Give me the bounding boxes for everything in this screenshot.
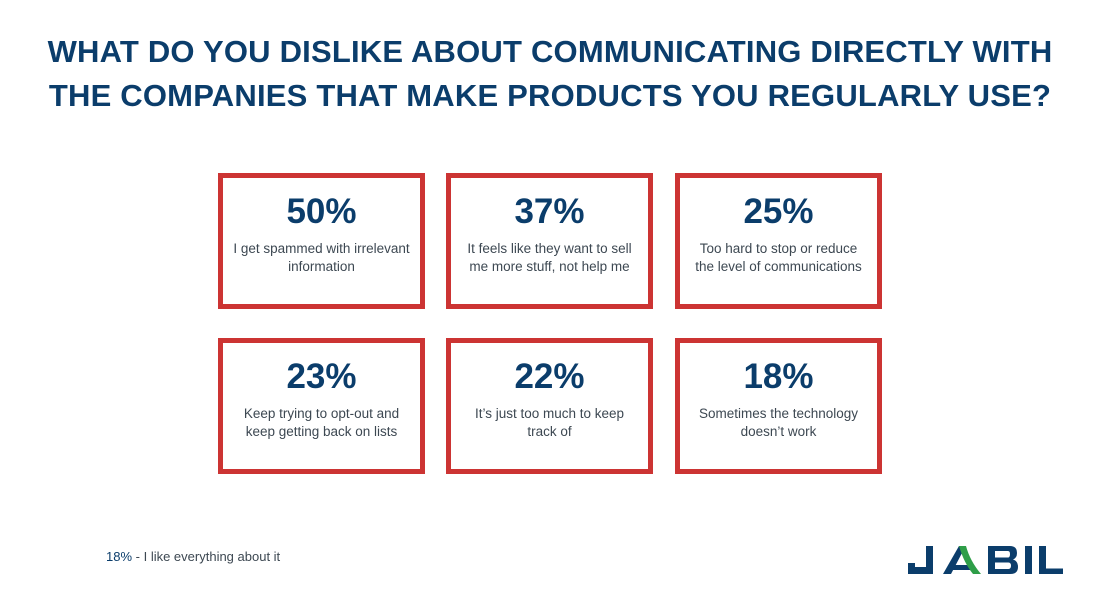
jabil-logo-swoosh (959, 546, 981, 574)
stat-label: I get spammed with irrelevant informatio… (233, 241, 410, 274)
stat-label: It’s just too much to keep track of (474, 406, 625, 439)
stat-label: Keep trying to opt-out and keep getting … (243, 406, 400, 439)
stat-card: 25% Too hard to stop or reduce the level… (675, 173, 882, 309)
footnote-label: I like everything about it (143, 549, 281, 564)
jabil-logo-icon (908, 546, 1063, 574)
footnote-separator: - (132, 549, 144, 564)
stat-value: 37% (514, 192, 585, 231)
jabil-logo-letters (908, 546, 1063, 574)
page-title-line-2: THE COMPANIES THAT MAKE PRODUCTS YOU REG… (48, 78, 1052, 113)
footnote-value: 18% (106, 549, 133, 564)
stat-value: 50% (286, 192, 357, 231)
stat-card: 50% I get spammed with irrelevant inform… (218, 173, 425, 309)
stat-label: It feels like they want to sell me more … (467, 241, 632, 274)
stat-card: 23% Keep trying to opt-out and keep gett… (218, 338, 425, 474)
page-title-line-1: WHAT DO YOU DISLIKE ABOUT COMMUNICATING … (47, 34, 1053, 69)
stat-card: 37% It feels like they want to sell me m… (446, 173, 653, 309)
stat-label: Too hard to stop or reduce the level of … (695, 241, 862, 274)
stat-value: 25% (743, 192, 814, 231)
stat-value: 22% (514, 357, 585, 396)
stat-card: 18% Sometimes the technology doesn’t wor… (675, 338, 882, 474)
stat-label: Sometimes the technology doesn’t work (698, 406, 859, 439)
page-title: WHAT DO YOU DISLIKE ABOUT COMMUNICATING … (0, 30, 1100, 118)
stats-grid: 50% I get spammed with irrelevant inform… (218, 173, 882, 475)
stat-card: 22% It’s just too much to keep track of (446, 338, 653, 474)
footnote: 18% - I like everything about it (106, 549, 280, 564)
stat-value: 18% (743, 357, 814, 396)
stat-value: 23% (286, 357, 357, 396)
